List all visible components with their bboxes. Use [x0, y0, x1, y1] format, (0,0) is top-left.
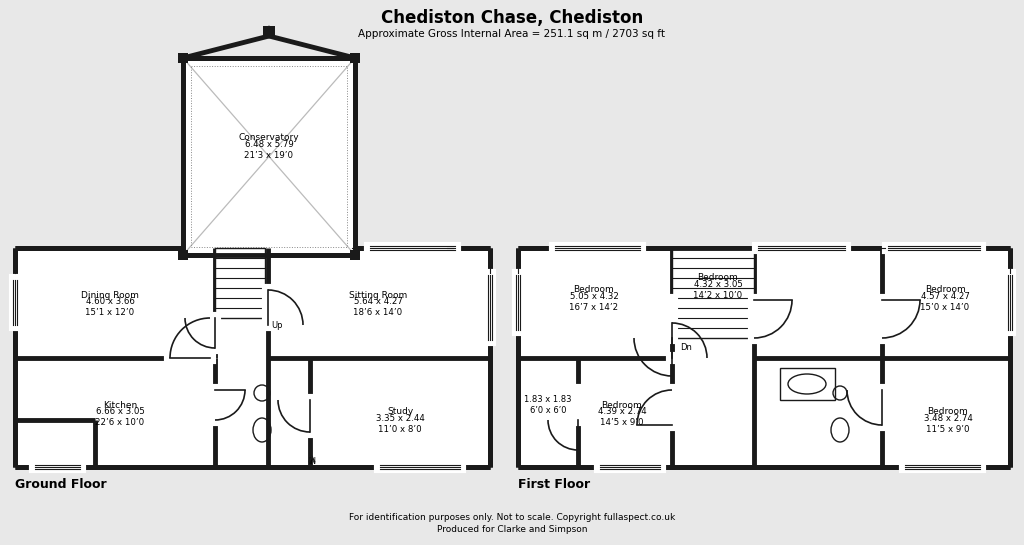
Text: 3.48 x 2.74
11’5 x 9’0: 3.48 x 2.74 11’5 x 9’0: [924, 414, 973, 434]
Text: 4.60 x 3.66
15’1 x 12’0: 4.60 x 3.66 15’1 x 12’0: [85, 298, 134, 317]
Text: 3.35 x 2.44
11’0 x 8’0: 3.35 x 2.44 11’0 x 8’0: [376, 414, 424, 434]
Text: 6.66 x 3.05
22’6 x 10’0: 6.66 x 3.05 22’6 x 10’0: [95, 407, 144, 427]
Text: Conservatory: Conservatory: [239, 134, 299, 142]
Text: First Floor: First Floor: [518, 479, 590, 492]
Text: Dn: Dn: [680, 343, 692, 353]
Text: Chediston Chase, Chediston: Chediston Chase, Chediston: [381, 9, 643, 27]
Bar: [191, 66, 347, 247]
Bar: [350, 53, 360, 63]
Text: 6.48 x 5.79
21’3 x 19’0: 6.48 x 5.79 21’3 x 19’0: [245, 140, 294, 160]
Text: 1.83 x 1.83
6’0 x 6’0: 1.83 x 1.83 6’0 x 6’0: [524, 395, 571, 415]
Text: Bedroom: Bedroom: [602, 401, 642, 409]
Text: Sitting Room: Sitting Room: [349, 290, 408, 300]
Text: Bedroom: Bedroom: [697, 274, 738, 282]
Text: Up: Up: [271, 322, 283, 330]
Text: 4.39 x 2.74
14’5 x 9’0: 4.39 x 2.74 14’5 x 9’0: [598, 407, 646, 427]
Text: IN: IN: [308, 457, 316, 467]
Text: Kitchen: Kitchen: [102, 401, 137, 409]
Text: For identification purposes only. Not to scale. Copyright fullaspect.co.uk: For identification purposes only. Not to…: [349, 513, 675, 523]
Bar: [780, 368, 835, 400]
Bar: [178, 250, 188, 260]
Text: 4.32 x 3.05
14’2 x 10’0: 4.32 x 3.05 14’2 x 10’0: [693, 280, 742, 300]
Text: Produced for Clarke and Simpson: Produced for Clarke and Simpson: [437, 525, 587, 535]
Bar: [518, 248, 1010, 467]
Text: Study: Study: [387, 408, 413, 416]
Text: Bedroom: Bedroom: [925, 286, 966, 294]
Text: Ground Floor: Ground Floor: [15, 479, 106, 492]
Bar: [215, 248, 265, 318]
Text: Bedroom: Bedroom: [573, 286, 614, 294]
Text: 5.05 x 4.32
16’7 x 14’2: 5.05 x 4.32 16’7 x 14’2: [569, 292, 618, 312]
Text: 5.64 x 4.27
18’6 x 14’0: 5.64 x 4.27 18’6 x 14’0: [353, 298, 402, 317]
Text: 4.57 x 4.27
15’0 x 14’0: 4.57 x 4.27 15’0 x 14’0: [921, 292, 970, 312]
Bar: [178, 53, 188, 63]
Bar: [15, 248, 490, 467]
Ellipse shape: [788, 374, 826, 394]
Text: Bedroom: Bedroom: [928, 408, 969, 416]
Text: Dining Room: Dining Room: [81, 290, 139, 300]
Text: Approximate Gross Internal Area = 251.1 sq m / 2703 sq ft: Approximate Gross Internal Area = 251.1 …: [358, 29, 666, 39]
Bar: [263, 26, 275, 36]
Bar: [350, 250, 360, 260]
Bar: [183, 58, 355, 255]
Bar: [672, 248, 754, 338]
